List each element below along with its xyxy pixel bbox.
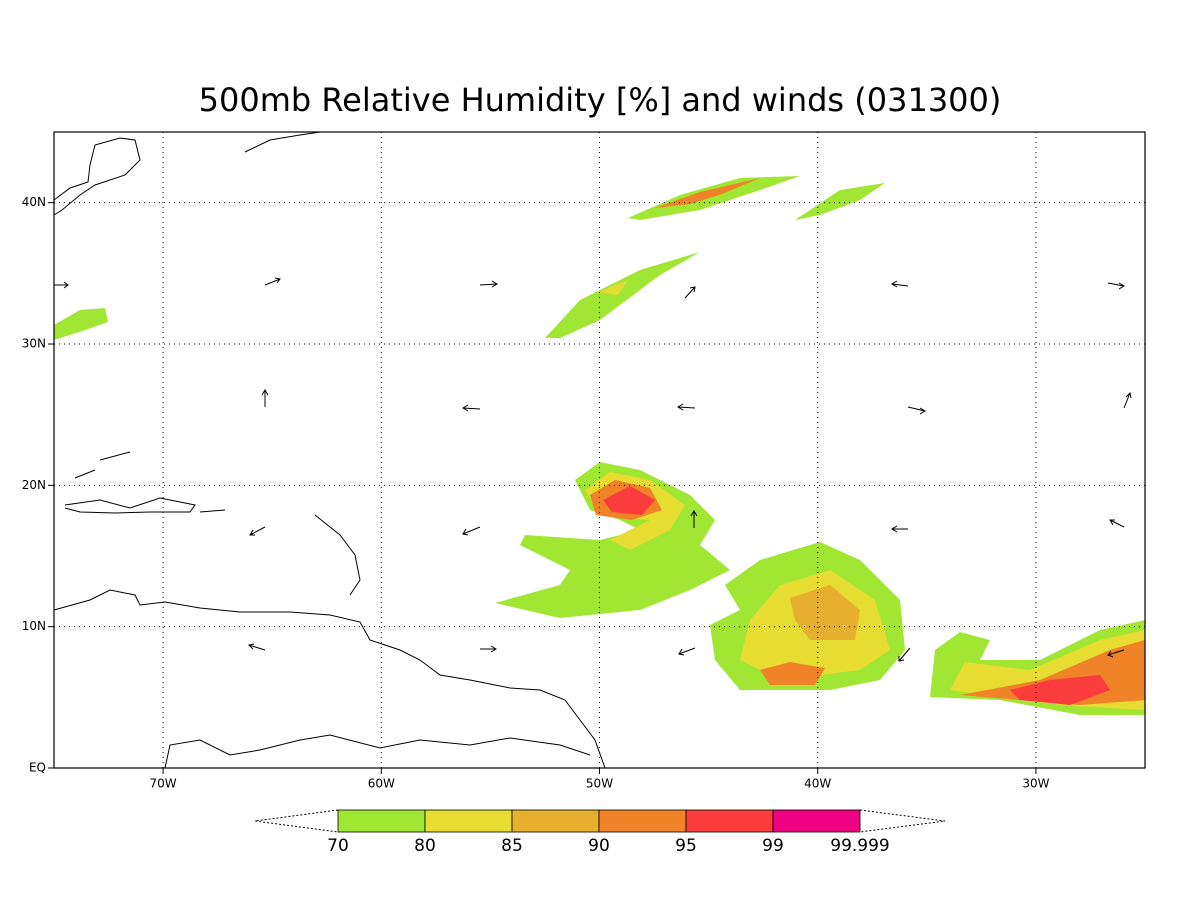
wind-arrow (907, 406, 926, 415)
wind-vectors (54, 277, 1132, 662)
humidity-contours (54, 176, 1145, 715)
colorbar-label: 80 (414, 836, 436, 856)
coastline (53, 589, 606, 769)
coastline (53, 137, 141, 216)
colorbar-label: 90 (588, 836, 610, 856)
wind-arrow (677, 403, 696, 411)
wind-arrow (891, 280, 909, 288)
colorbar-extension (254, 809, 946, 833)
wind-arrow (678, 647, 696, 656)
wind-arrow (1109, 519, 1125, 528)
humidity-region (628, 176, 800, 220)
colorbar-swatch (772, 809, 861, 833)
x-tick-label: 50W (586, 777, 613, 791)
wind-arrow (249, 526, 266, 536)
coastline (64, 497, 196, 514)
coastline (244, 131, 321, 153)
wind-arrow (462, 404, 481, 412)
humidity-region (598, 280, 628, 295)
wind-arrow (480, 645, 497, 653)
map-title: 500mb Relative Humidity [%] and winds (0… (199, 81, 1002, 119)
colorbar-label: 85 (501, 836, 523, 856)
wind-arrow (1107, 282, 1125, 290)
colorbar-swatch (598, 809, 687, 833)
wind-arrow (684, 286, 696, 299)
wind-arrow (54, 281, 69, 289)
y-tick-label: 30N (22, 337, 46, 351)
x-tick-label: 60W (368, 777, 395, 791)
x-tick-label: 40W (804, 777, 831, 791)
x-tick-label: 30W (1022, 777, 1049, 791)
y-tick-label: 40N (22, 195, 46, 209)
humidity-region (54, 308, 108, 340)
colorbar-swatch (337, 809, 426, 833)
map-frame (53, 131, 1146, 769)
y-tick-label: EQ (29, 761, 46, 775)
humidity-region (795, 183, 885, 220)
wind-arrow (479, 280, 498, 288)
y-tick-label: 20N (22, 478, 46, 492)
colorbar-label: 70 (327, 836, 349, 856)
wind-arrow (891, 525, 908, 533)
humidity-region (655, 178, 760, 208)
wind-arrow (264, 277, 281, 286)
humidity-region (1010, 675, 1110, 705)
colorbar-swatch (685, 809, 774, 833)
colorbar: 70 80 85 90 95 99 99.999 (254, 809, 946, 856)
x-tick-label: 70W (150, 777, 177, 791)
wind-arrow (261, 389, 269, 407)
colorbar-swatch (424, 809, 513, 833)
colorbar-label: 95 (675, 836, 697, 856)
coastline (164, 734, 591, 769)
colorbar-swatch (511, 809, 600, 833)
wind-arrow (1107, 649, 1125, 658)
humidity-region (603, 486, 655, 515)
coastlines (53, 131, 606, 769)
humidity-region (545, 252, 700, 338)
wind-arrow (1123, 391, 1132, 409)
y-tick-label: 10N (22, 619, 46, 633)
wind-arrow (898, 647, 911, 662)
colorbar-label: 99 (762, 836, 784, 856)
colorbar-label: 99.999 (830, 836, 889, 856)
wind-arrow (462, 526, 481, 536)
wind-arrow (690, 510, 698, 528)
coastline (74, 451, 361, 596)
humidity-region (760, 662, 825, 685)
wind-arrow (247, 643, 266, 651)
humidity-region (790, 585, 860, 640)
